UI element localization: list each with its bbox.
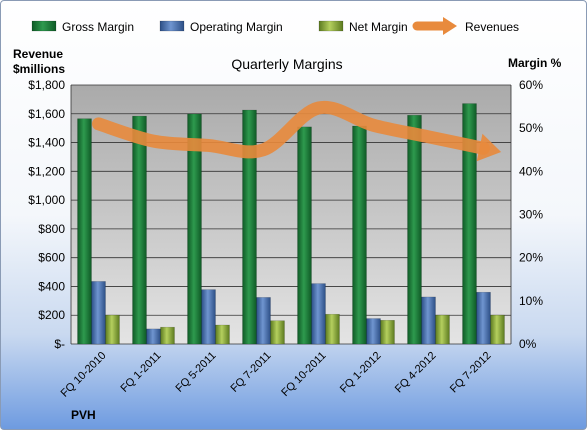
right-axis-tick-label: 10% [519,294,543,308]
bar-series-group [77,103,505,345]
left-axis-tick-label: $1,600 [28,107,65,121]
legend-label: Net Margin [349,20,408,34]
operating-margin-bar [311,283,326,345]
legend-label: Revenues [465,20,519,34]
revenues-line-arrowhead [476,133,502,162]
gross-margin-bar [77,118,92,345]
category-labels: FQ 10-2010 FQ 1-2011 FQ 5-2011 FQ 7-2011 FQ … [59,350,494,400]
right-axis-tick-label: 20% [519,251,543,265]
gross-margin-bar [132,115,147,345]
left-axis-tick-label: $1,000 [28,193,65,207]
net-margin-bar [325,313,340,345]
category-label: FQ 4-2012 [393,350,439,396]
operating-margin-bar [146,328,161,345]
revenue-line-group [92,100,502,162]
gross-margin-bar [242,109,257,345]
operating-margin-bar [256,297,271,345]
category-label: FQ 10-2011 [279,350,328,399]
legend-label: Gross Margin [62,20,134,34]
category-label: FQ 7-2012 [448,350,494,396]
net-margin-bar [215,324,230,345]
left-axis-tick-label: $1,400 [28,136,65,150]
legend-swatch [31,20,57,32]
net-margin-bar [270,320,285,345]
net-margin-bar [380,320,395,345]
operating-margin-bar [201,289,216,345]
operating-margin-bar [366,318,381,345]
right-axis-tick-label: 0% [519,337,537,351]
category-label: FQ 5-2011 [174,350,219,395]
right-axis-tick-label: 30% [519,208,543,222]
legend-swatch [159,20,185,32]
left-axis-tick-label: $800 [38,222,65,236]
left-axis-tick-label: $1,800 [28,78,65,92]
right-axis-tick-label: 60% [519,78,543,92]
legend-line-arrowhead [443,17,457,35]
net-margin-bar [435,314,450,345]
gross-margin-bar [462,103,477,345]
operating-margin-bar [421,296,436,345]
left-axis-tick-label: $200 [38,308,65,322]
category-label: FQ 10-2010 [59,350,109,400]
net-margin-bar [490,314,505,345]
right-axis-label: Margin % [508,56,562,70]
category-label: FQ 1-2011 [119,350,164,395]
category-label: FQ 7-2011 [229,350,274,395]
category-label: FQ 1-2012 [338,350,384,396]
operating-margin-bar [476,291,491,345]
left-axis-tick-label: $- [54,337,65,351]
net-margin-bar [105,314,120,345]
right-axis-ticks: 0% 10% 20% 30% 40% 50% 60% [519,78,543,351]
net-margin-bar [160,326,175,345]
chart-title: Quarterly Margins [231,56,342,72]
right-axis-tick-label: 40% [519,164,543,178]
left-axis-tick-label: $400 [38,279,65,293]
left-axis-ticks: $- $200 $400 $600 $800 $1,000 $1,200 $1,400 $1,6… [28,78,65,351]
left-axis-label-line2: $millions [13,62,65,76]
right-axis-tick-label: 50% [519,121,543,135]
legend: Gross Margin Operating Margin Net Margin Re… [31,17,519,35]
left-axis-tick-label: $600 [38,251,65,265]
footer-label: PVH [71,408,96,422]
revenues-line [92,100,490,159]
legend-swatch [318,20,344,32]
gross-margin-bar [187,113,202,345]
left-axis-label-line1: Revenue [13,47,63,61]
operating-margin-bar [91,281,106,345]
gross-margin-bar [352,125,367,345]
gross-margin-bar [407,114,422,345]
gross-margin-bar [297,126,312,345]
left-axis-tick-label: $1,200 [28,164,65,178]
legend-label: Operating Margin [190,20,283,34]
